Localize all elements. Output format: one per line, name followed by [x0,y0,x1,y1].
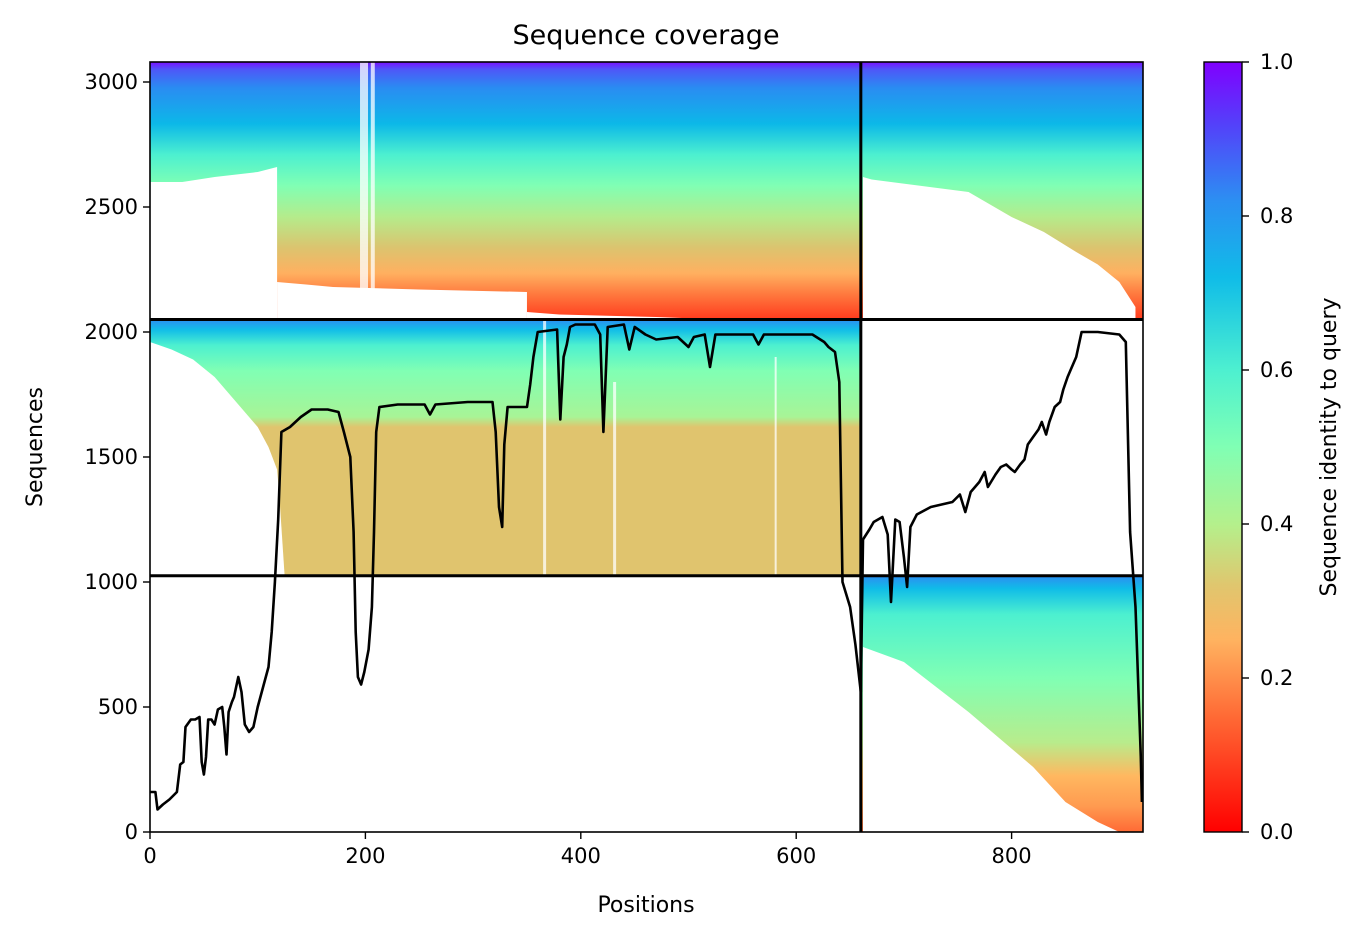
colorbar: 0.0 0.2 0.4 0.6 0.8 1.0 Sequence identity to … [1203,50,1342,844]
colorbar-gradient [1203,61,1243,833]
y-axis-label: Sequences [23,387,48,507]
coverage-line [150,323,1144,811]
coverage-gaps [150,62,1136,832]
y-tick-label: 1500 [85,445,138,469]
colorbar-tick-label: 0.0 [1260,820,1293,844]
chart-title: Sequence coverage [512,20,779,51]
divider-lines [150,62,1143,832]
colorbar-label: Sequence identity to query [1317,297,1342,596]
colorbar-ticks: 0.0 0.2 0.4 0.6 0.8 1.0 [1242,50,1293,844]
x-tick-label: 800 [992,844,1032,868]
coverage-streak [370,62,375,320]
x-tick-label: 0 [143,844,156,868]
colorbar-tick-label: 0.8 [1260,204,1293,228]
coverage-gap [862,177,1136,320]
y-tick-label: 500 [98,695,138,719]
coverage-gap [150,167,278,320]
x-tick-label: 600 [776,844,816,868]
coverage-gap [862,647,1120,832]
colorbar-tick-label: 0.4 [1260,512,1293,536]
plot-frame [149,61,1144,833]
x-tick-label: 200 [345,844,385,868]
y-tick-label: 0 [125,820,138,844]
y-tick-label: 2500 [85,195,138,219]
y-tick-label: 1000 [85,570,138,594]
coverage-streak [360,62,369,320]
y-tick-label: 3000 [85,70,138,94]
x-axis-label: Positions [597,893,694,918]
coverage-gap [526,312,689,320]
y-tick-label: 2000 [85,320,138,344]
coverage-heatmap [150,62,1143,832]
x-axis: 0 200 400 600 800 [143,832,1032,868]
coverage-streak [613,382,617,576]
y-axis: 0 500 1000 1500 2000 2500 3000 [85,70,150,844]
colorbar-tick-label: 0.6 [1260,358,1293,382]
x-tick-label: 400 [561,844,601,868]
coverage-gap [150,342,285,576]
colorbar-tick-label: 1.0 [1260,50,1293,74]
coverage-streak [543,319,547,576]
coverage-gap [277,282,527,320]
colorbar-tick-label: 0.2 [1260,666,1293,690]
coverage-streak [774,357,777,576]
